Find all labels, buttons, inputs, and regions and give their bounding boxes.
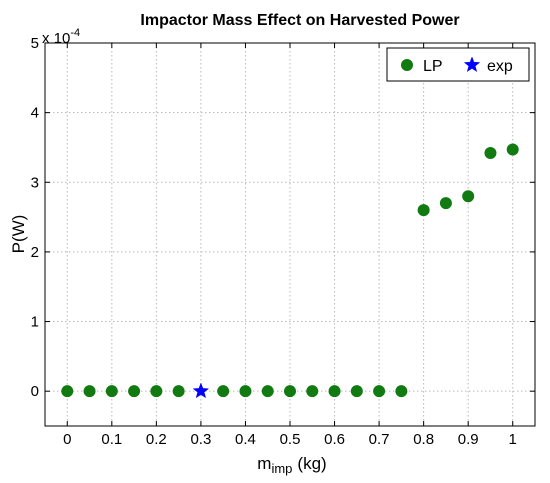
data-point-circle <box>462 190 475 203</box>
x-axis-label: mimp (kg) <box>257 454 326 476</box>
y-tick-label: 1 <box>31 314 39 331</box>
x-tick-label: 0.6 <box>324 431 345 448</box>
x-tick-label: 0.5 <box>280 431 301 448</box>
data-point-circle <box>172 385 185 398</box>
y-axis-label: P(W) <box>9 215 28 254</box>
data-point-circle <box>284 385 296 398</box>
data-points <box>61 143 519 399</box>
y-exponent-base: x 10 <box>42 30 70 47</box>
x-tick-label: 0.1 <box>101 431 122 448</box>
legend-markers <box>401 56 481 73</box>
data-point-circle <box>417 204 430 217</box>
legend-marker-circle <box>401 59 413 71</box>
x-tick-label: 0.2 <box>146 431 167 448</box>
axis-ticks: 0 0.1 0.2 0.3 0.4 0.5 0.6 0.7 0.8 0.9 1 0 1 2 3 4 5 <box>31 35 535 448</box>
legend: LP exp <box>386 47 530 82</box>
data-point-circle <box>105 385 118 398</box>
x-axis-label-unit: (kg) <box>297 454 326 473</box>
x-tick-label: 0.8 <box>413 431 434 448</box>
y-tick-label: 0 <box>31 383 39 400</box>
data-point-circle <box>484 147 497 160</box>
data-point-circle <box>239 385 252 398</box>
data-point-circle <box>83 385 96 398</box>
x-tick-label: 0 <box>63 431 71 448</box>
data-point-star <box>192 382 210 399</box>
legend-marker-star <box>463 56 481 73</box>
legend-label-exp: exp <box>487 58 513 75</box>
data-point-circle <box>261 385 274 398</box>
x-axis-label-sub: imp <box>271 461 292 476</box>
data-point-circle <box>350 385 363 398</box>
legend-label-lp: LP <box>423 58 443 75</box>
y-tick-label: 2 <box>31 244 39 261</box>
data-point-circle <box>506 143 519 156</box>
data-point-circle <box>439 197 452 210</box>
data-point-circle <box>217 385 230 398</box>
y-exponent-power: -4 <box>70 27 80 39</box>
data-point-circle <box>395 385 408 398</box>
x-tick-label: 0.3 <box>190 431 211 448</box>
y-tick-label: 5 <box>31 35 39 52</box>
x-tick-label: 0.9 <box>458 431 479 448</box>
x-tick-label: 0.7 <box>369 431 390 448</box>
data-point-circle <box>61 385 74 398</box>
y-tick-label: 4 <box>31 105 39 122</box>
y-tick-label: 3 <box>31 174 39 191</box>
data-point-circle <box>373 385 386 398</box>
chart-title: Impactor Mass Effect on Harvested Power <box>140 12 459 29</box>
y-exponent: x 10-4 <box>42 27 80 47</box>
data-point-circle <box>128 385 141 398</box>
data-point-circle <box>306 385 319 398</box>
x-axis-label-main: m <box>257 454 271 473</box>
data-point-circle <box>150 385 163 398</box>
data-point-circle <box>328 385 341 398</box>
x-tick-label: 1 <box>509 431 517 448</box>
x-tick-label: 0.4 <box>235 431 256 448</box>
grid <box>45 42 535 426</box>
